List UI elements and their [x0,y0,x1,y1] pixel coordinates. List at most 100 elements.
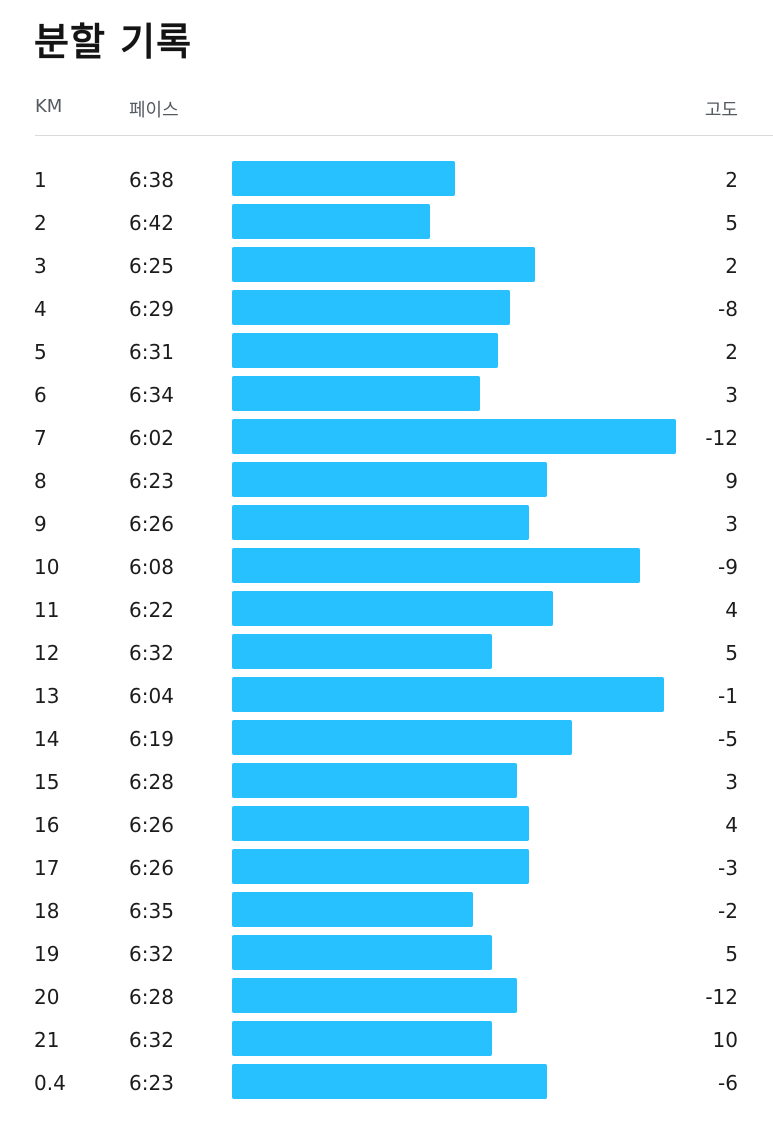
split-km: 11 [34,598,60,622]
split-pace: 6:32 [129,1028,174,1052]
pace-bar [232,548,640,583]
split-km: 10 [34,555,60,579]
pace-bar [232,204,430,239]
split-row: 8 6:23 9 [0,460,773,503]
split-row: 16 6:26 4 [0,804,773,847]
split-pace: 6:25 [129,254,174,278]
pace-bar [232,290,510,325]
split-row: 6 6:34 3 [0,374,773,417]
split-elevation: -12 [705,426,738,450]
split-pace: 6:04 [129,684,174,708]
split-pace: 6:29 [129,297,174,321]
split-pace: 6:08 [129,555,174,579]
split-elevation: 4 [725,813,738,837]
pace-bar [232,763,517,798]
split-pace: 6:02 [129,426,174,450]
split-elevation: 3 [725,383,738,407]
column-header-km: KM [35,96,63,117]
split-pace: 6:35 [129,899,174,923]
split-pace: 6:23 [129,1071,174,1095]
split-km: 5 [34,340,47,364]
split-row: 4 6:29 -8 [0,288,773,331]
split-row: 15 6:28 3 [0,761,773,804]
split-pace: 6:31 [129,340,174,364]
split-elevation: 5 [725,211,738,235]
split-km: 21 [34,1028,60,1052]
pace-bar [232,978,517,1013]
split-row: 5 6:31 2 [0,331,773,374]
split-km: 2 [34,211,47,235]
pace-bar [232,462,547,497]
split-row: 11 6:22 4 [0,589,773,632]
split-row: 10 6:08 -9 [0,546,773,589]
split-km: 3 [34,254,47,278]
split-elevation: 9 [725,469,738,493]
pace-bar [232,634,492,669]
split-pace: 6:28 [129,985,174,1009]
split-row: 9 6:26 3 [0,503,773,546]
split-elevation: 2 [725,254,738,278]
pace-bar [232,247,535,282]
split-km: 17 [34,856,60,880]
split-elevation: -6 [718,1071,738,1095]
pace-bar [232,849,529,884]
split-km: 0.4 [34,1071,66,1095]
split-row: 20 6:28 -12 [0,976,773,1019]
split-km: 1 [34,168,47,192]
split-elevation: 3 [725,512,738,536]
split-row: 1 6:38 2 [0,159,773,202]
split-pace: 6:28 [129,770,174,794]
split-pace: 6:22 [129,598,174,622]
split-row: 13 6:04 -1 [0,675,773,718]
split-km: 8 [34,469,47,493]
split-row: 3 6:25 2 [0,245,773,288]
split-elevation: -5 [718,727,738,751]
split-row: 21 6:32 10 [0,1019,773,1062]
split-km: 4 [34,297,47,321]
pace-bar [232,935,492,970]
split-km: 6 [34,383,47,407]
pace-bar [232,720,572,755]
column-header-elevation: 고도 [704,100,738,121]
pace-bar [232,1064,547,1099]
split-km: 13 [34,684,60,708]
split-elevation: 2 [725,168,738,192]
pace-bar [232,333,498,368]
split-pace: 6:32 [129,942,174,966]
split-pace: 6:34 [129,383,174,407]
split-row: 12 6:32 5 [0,632,773,675]
split-row: 19 6:32 5 [0,933,773,976]
split-pace: 6:26 [129,856,174,880]
split-elevation: -1 [718,684,738,708]
split-km: 20 [34,985,60,1009]
split-row: 17 6:26 -3 [0,847,773,890]
split-elevation: -3 [718,856,738,880]
split-km: 19 [34,942,60,966]
pace-bar [232,419,676,454]
split-km: 16 [34,813,60,837]
split-pace: 6:23 [129,469,174,493]
pace-bar [232,1021,492,1056]
pace-bar [232,806,529,841]
pace-bar [232,505,529,540]
split-elevation: -2 [718,899,738,923]
split-km: 7 [34,426,47,450]
split-pace: 6:42 [129,211,174,235]
column-header-pace: 페이스 [129,100,179,121]
pace-bar [232,161,455,196]
split-km: 9 [34,512,47,536]
split-row: 14 6:19 -5 [0,718,773,761]
split-pace: 6:38 [129,168,174,192]
split-elevation: -12 [705,985,738,1009]
split-row: 7 6:02 -12 [0,417,773,460]
split-row: 0.4 6:23 -6 [0,1062,773,1105]
pace-bar [232,376,480,411]
split-elevation: 5 [725,641,738,665]
split-pace: 6:26 [129,512,174,536]
header-divider [35,135,773,136]
split-pace: 6:32 [129,641,174,665]
split-km: 14 [34,727,60,751]
split-elevation: 10 [712,1028,738,1052]
split-elevation: -8 [718,297,738,321]
split-row: 18 6:35 -2 [0,890,773,933]
